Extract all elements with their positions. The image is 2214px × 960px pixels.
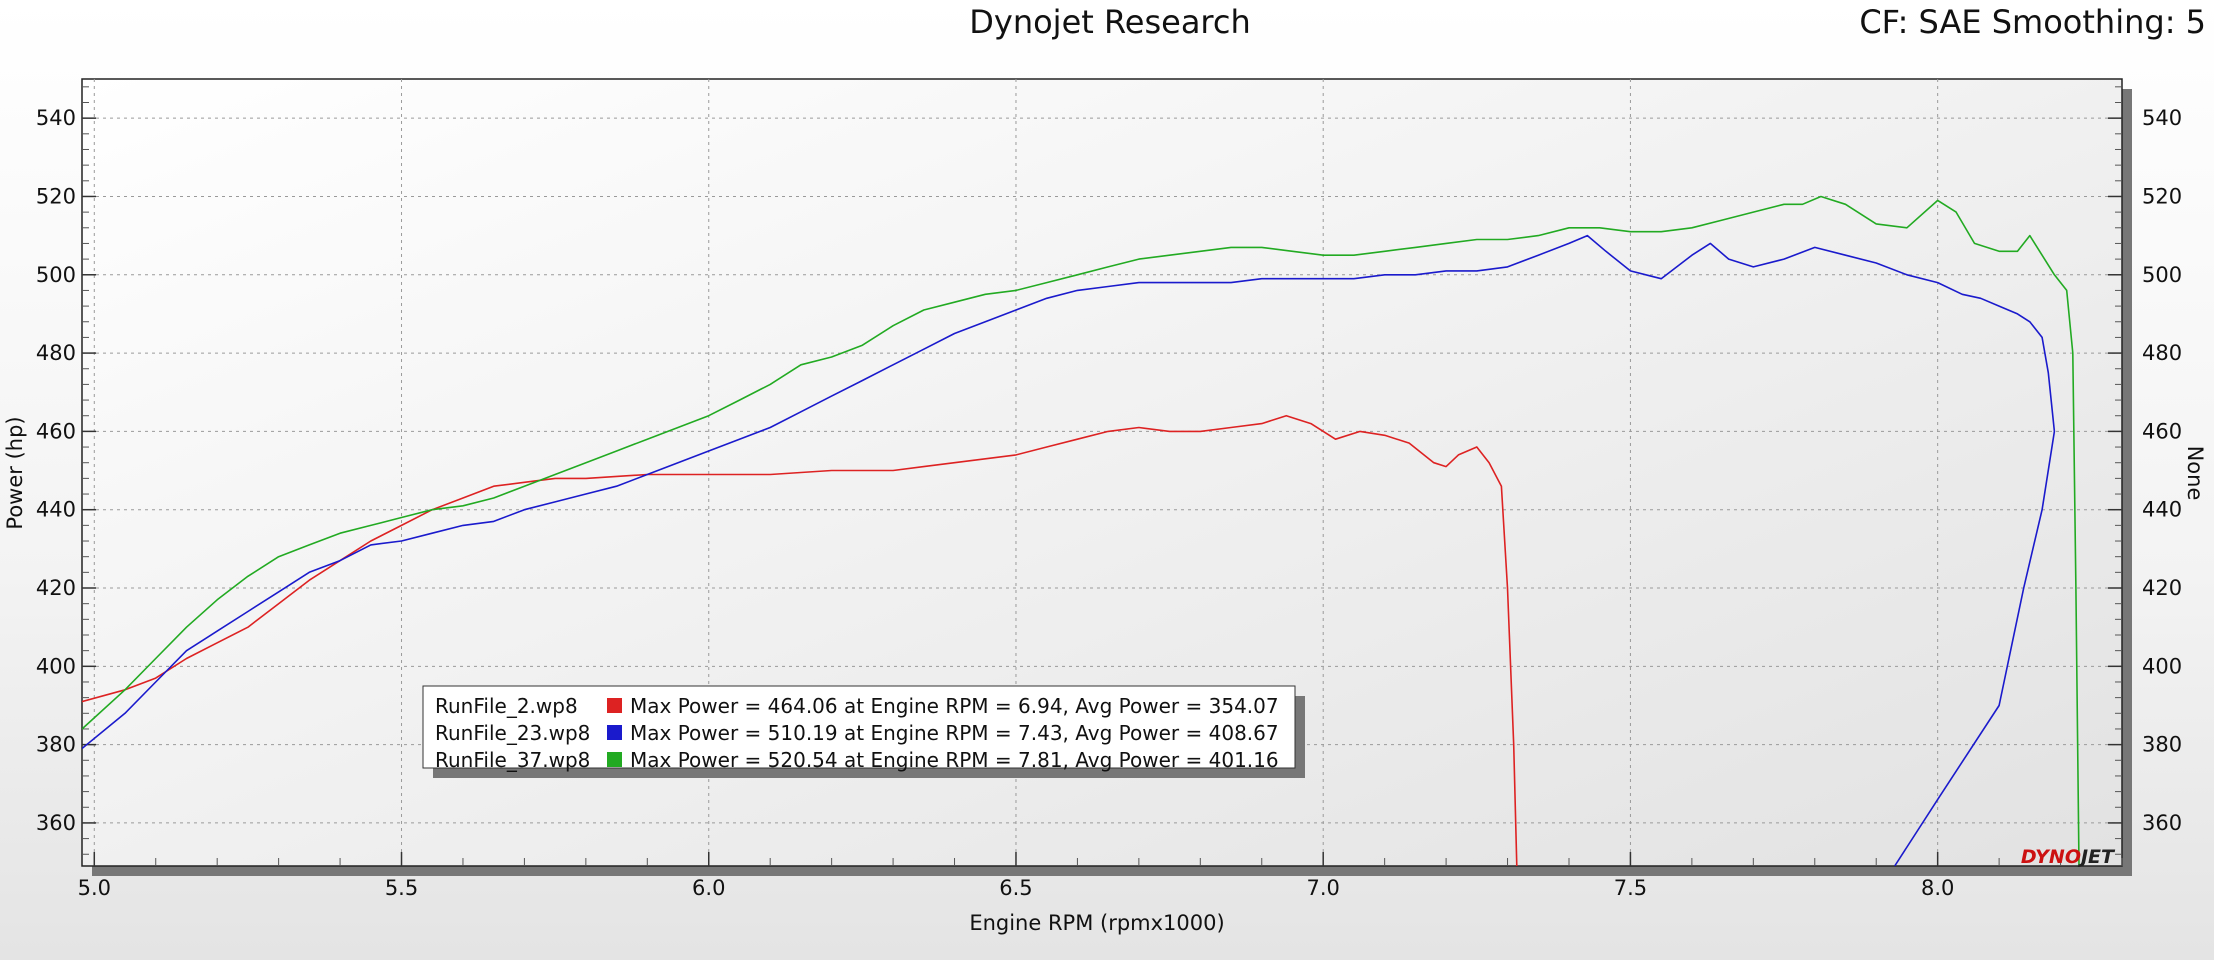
legend-summary: Max Power = 520.54 at Engine RPM = 7.81,… xyxy=(630,748,1279,772)
x-tick-label: 7.0 xyxy=(1307,876,1340,900)
y2-axis-ticks: 360 380 400 420 440 460 480 500 520 540 xyxy=(2142,106,2182,835)
x-tick-label: 5.5 xyxy=(385,876,418,900)
grid-lines xyxy=(82,79,2122,866)
y-axis-ticks: 360 380 400 420 440 460 480 500 520 540 xyxy=(36,106,76,835)
y2-tick-label: 360 xyxy=(2142,811,2182,835)
legend-summary: Max Power = 510.19 at Engine RPM = 7.43,… xyxy=(630,721,1279,745)
legend-swatch xyxy=(607,698,622,713)
legend: RunFile_2.wp8 Max Power = 464.06 at Engin… xyxy=(422,685,1305,778)
y2-tick-label: 540 xyxy=(2142,106,2182,130)
series-lines xyxy=(82,195,2080,866)
legend-box xyxy=(422,685,1296,769)
legend-summary: Max Power = 464.06 at Engine RPM = 6.94,… xyxy=(630,694,1279,718)
x-axis-label: Engine RPM (rpmx1000) xyxy=(969,911,1224,935)
y2-axis-label: None xyxy=(2183,446,2207,501)
y2-tick-label: 420 xyxy=(2142,576,2182,600)
y2-tick-label: 500 xyxy=(2142,263,2182,287)
y2-tick-label: 400 xyxy=(2142,654,2182,678)
y-tick-label: 400 xyxy=(36,654,76,678)
y2-tick-label: 460 xyxy=(2142,419,2182,443)
series-line-1 xyxy=(82,414,1518,866)
legend-swatch xyxy=(607,752,622,767)
y-tick-label: 460 xyxy=(36,419,76,443)
legend-series-name: RunFile_2.wp8 xyxy=(435,694,578,718)
x-tick-label: 7.5 xyxy=(1614,876,1647,900)
x-axis-ticks: 5.0 5.5 6.0 6.5 7.0 7.5 8.0 xyxy=(78,876,1955,900)
x-tick-label: 8.0 xyxy=(1921,876,1954,900)
logo-part-2: JET xyxy=(2077,846,2116,868)
y-tick-label: 440 xyxy=(36,498,76,522)
y-tick-label: 500 xyxy=(36,263,76,287)
y-tick-label: 480 xyxy=(36,341,76,365)
series-line-3 xyxy=(82,195,2080,866)
svg-text:DYNOJET: DYNOJET xyxy=(2021,846,2116,868)
y2-tick-label: 380 xyxy=(2142,733,2182,757)
chart-title: Dynojet Research xyxy=(969,3,1251,41)
logo-part-1: DYNO xyxy=(2021,846,2081,868)
y2-tick-label: 480 xyxy=(2142,341,2182,365)
legend-series-name: RunFile_37.wp8 xyxy=(435,748,590,772)
x-tick-label: 6.0 xyxy=(692,876,725,900)
y-tick-label: 360 xyxy=(36,811,76,835)
y-tick-label: 540 xyxy=(36,106,76,130)
dynojet-logo: DYNOJET xyxy=(2021,846,2116,868)
x-tick-label: 6.5 xyxy=(999,876,1032,900)
y-tick-label: 520 xyxy=(36,184,76,208)
y-axis-label: Power (hp) xyxy=(3,416,27,529)
legend-series-name: RunFile_23.wp8 xyxy=(435,721,590,745)
y-tick-label: 380 xyxy=(36,733,76,757)
y2-tick-label: 520 xyxy=(2142,184,2182,208)
series-line-2 xyxy=(82,234,2056,866)
y2-tick-label: 440 xyxy=(2142,498,2182,522)
y-tick-label: 420 xyxy=(36,576,76,600)
legend-swatch xyxy=(607,725,622,740)
x-tick-label: 5.0 xyxy=(78,876,111,900)
minor-ticks xyxy=(82,86,2123,866)
header-settings-text: CF: SAE Smoothing: 5 xyxy=(1859,3,2206,41)
